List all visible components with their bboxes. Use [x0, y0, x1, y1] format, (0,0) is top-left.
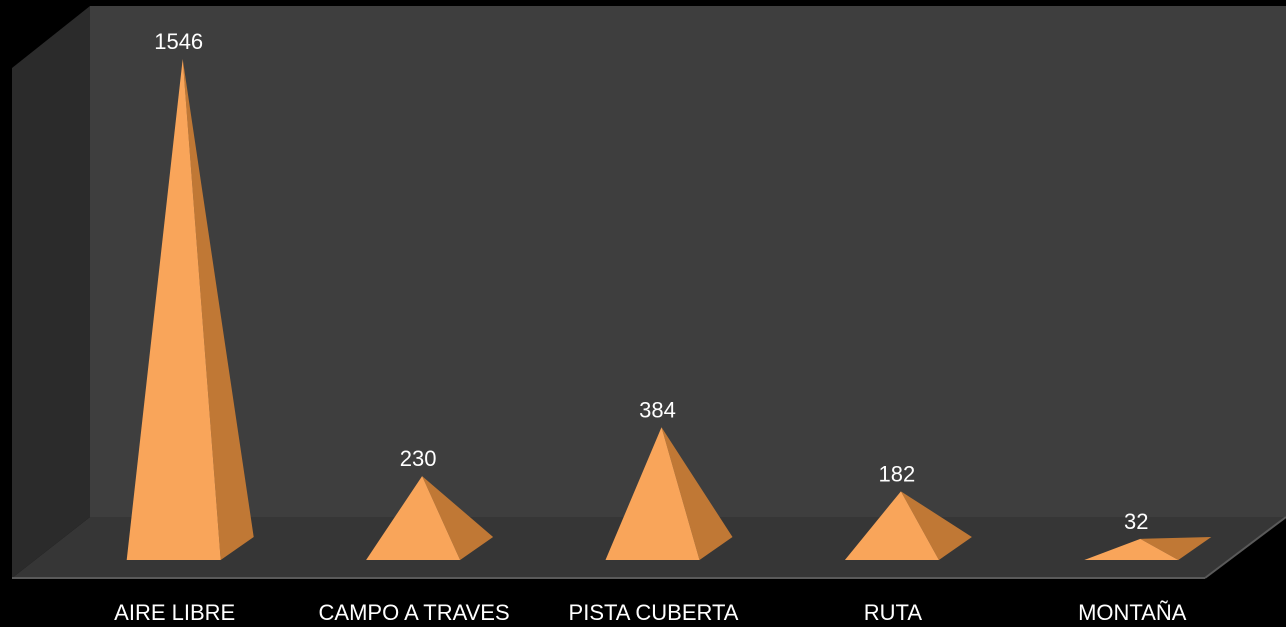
pyramid-front-campo-a-traves — [366, 476, 461, 560]
pyramid-montana — [1084, 537, 1212, 560]
data-labels: 1546 230 384 182 32 — [154, 29, 1148, 534]
pyramid-side-aire-libre — [182, 59, 254, 560]
pyramid-side-campo-a-traves — [422, 476, 494, 560]
pyramid-side-pista-cuberta — [661, 427, 733, 560]
pyramid-pista-cuberta — [605, 427, 733, 560]
category-label-ruta: RUTA — [864, 600, 923, 625]
side-wall — [12, 6, 90, 578]
data-label-montana: 32 — [1124, 509, 1148, 534]
category-label-campo-a-traves: CAMPO A TRAVES — [319, 600, 510, 625]
pyramid-front-montana — [1084, 538, 1179, 560]
pyramid-front-pista-cuberta — [605, 427, 700, 560]
chart-walls — [12, 6, 1286, 579]
pyramid-side-montana — [1140, 537, 1212, 560]
data-label-pista-cuberta: 384 — [639, 397, 676, 422]
pyramid-ruta — [844, 491, 972, 560]
category-label-aire-libre: AIRE LIBRE — [114, 600, 235, 625]
pyramid-campo-a-traves — [366, 476, 494, 560]
data-label-campo-a-traves: 230 — [400, 446, 437, 471]
category-label-pista-cuberta: PISTA CUBERTA — [569, 600, 739, 625]
category-labels: AIRE LIBRE CAMPO A TRAVES PISTA CUBERTA RUT… — [114, 600, 1187, 625]
floor-right-edge — [1204, 516, 1286, 579]
data-label-ruta: 182 — [879, 461, 916, 486]
pyramid-side-ruta — [900, 491, 972, 560]
pyramid-bars — [126, 59, 1212, 560]
pyramid-front-ruta — [844, 491, 939, 560]
pyramid-aire-libre — [126, 59, 254, 560]
data-label-aire-libre: 1546 — [154, 29, 203, 54]
category-label-montana: MONTAÑA — [1078, 600, 1187, 625]
pyramid-front-aire-libre — [126, 59, 221, 560]
back-wall — [90, 6, 1286, 517]
